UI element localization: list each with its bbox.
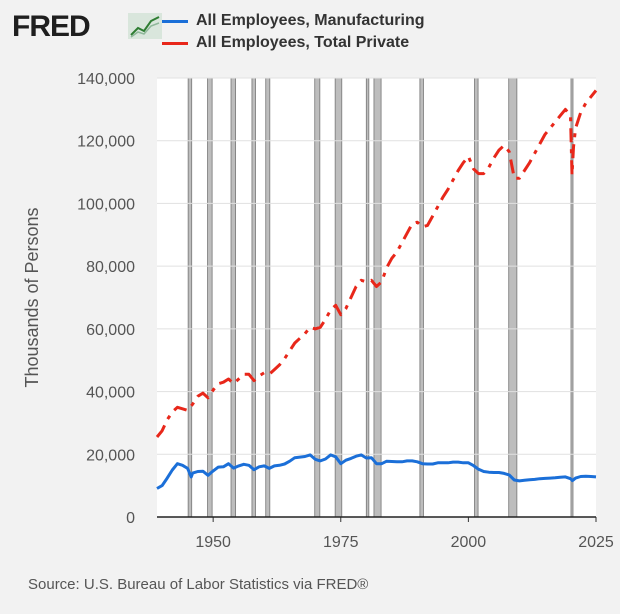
x-tick-label: 1975 — [323, 534, 359, 551]
y-tick-label: 100,000 — [77, 196, 135, 213]
recession-band — [187, 77, 193, 518]
fred-logo: FRED — [12, 10, 91, 43]
y-tick-label: 20,000 — [86, 447, 135, 464]
y-tick-label: 40,000 — [86, 385, 135, 402]
y-tick-label: 0 — [126, 510, 135, 527]
legend-item-manufacturing: All Employees, Manufacturing — [162, 10, 424, 32]
trend-line-icon — [128, 13, 162, 39]
y-tick-label: 60,000 — [86, 322, 135, 339]
recession-band — [570, 77, 574, 518]
recession-band — [314, 77, 321, 518]
legend-item-total-private: All Employees, Total Private — [162, 32, 424, 54]
chart-legend: All Employees, Manufacturing All Employe… — [162, 10, 424, 54]
recession-band — [508, 77, 518, 518]
recession-band — [365, 77, 370, 518]
legend-swatch-manufacturing — [162, 19, 188, 23]
legend-label-total-private: All Employees, Total Private — [196, 34, 410, 51]
y-tick-label: 120,000 — [77, 134, 135, 151]
recession-band — [419, 77, 424, 518]
legend-label-manufacturing: All Employees, Manufacturing — [196, 12, 425, 29]
y-tick-label: 140,000 — [77, 71, 135, 88]
x-tick-label: 2025 — [578, 534, 614, 551]
y-tick-label: 80,000 — [86, 259, 135, 276]
source-note: Source: U.S. Bureau of Labor Statistics … — [28, 576, 369, 593]
series-line-manufacturing — [156, 453, 597, 490]
x-tick-label: 1950 — [195, 534, 231, 551]
legend-swatch-total-private — [162, 41, 188, 45]
recession-band — [474, 77, 479, 518]
recession-band — [230, 77, 237, 518]
recession-band — [251, 77, 256, 518]
recession-band — [207, 77, 213, 518]
recession-band — [265, 77, 271, 518]
recession-band — [373, 77, 382, 518]
x-tick-label: 2000 — [451, 534, 487, 551]
y-axis-label: Thousands of Persons — [22, 207, 42, 387]
recession-band — [334, 77, 343, 518]
